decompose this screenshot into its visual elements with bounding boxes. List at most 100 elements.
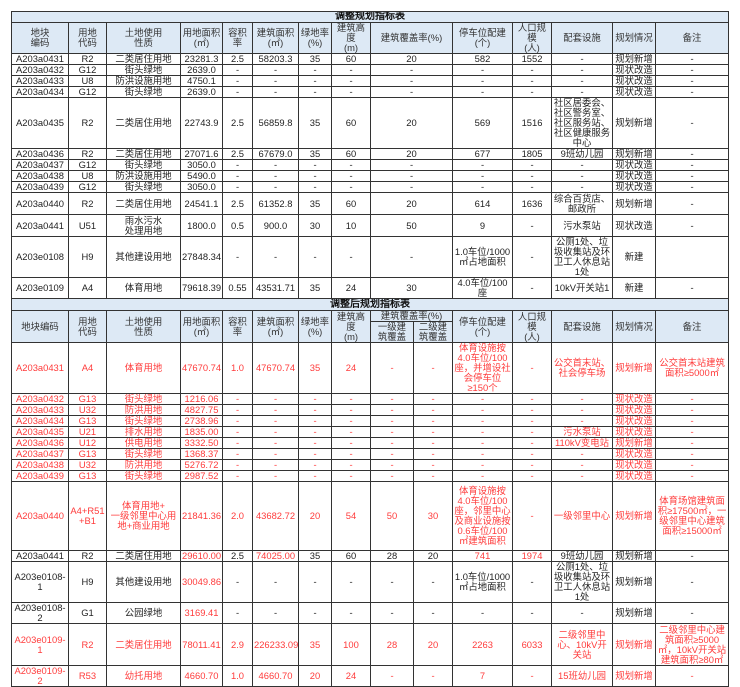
- table-cell: -: [252, 404, 299, 416]
- table-cell: -: [512, 75, 552, 87]
- table-cell: 二类居住用地: [106, 97, 181, 149]
- table-cell: -: [222, 404, 253, 416]
- table-cell: -: [512, 64, 552, 76]
- table-cell: -: [331, 170, 371, 182]
- table-cell: H9: [68, 561, 107, 603]
- table-cell: 5276.72: [180, 459, 223, 471]
- table-cell: 街头绿地: [106, 86, 181, 98]
- table-cell: -: [298, 64, 332, 76]
- table-cell: A203a0440: [11, 192, 69, 215]
- table-cell: R2: [68, 53, 107, 65]
- table-cell: -: [222, 459, 253, 471]
- table-cell: -: [331, 561, 371, 603]
- table-cell: 35: [298, 623, 332, 666]
- table-cell: -: [222, 448, 253, 460]
- table-cell: -: [370, 561, 414, 603]
- table-cell: H9: [68, 236, 107, 278]
- table-cell: -: [413, 561, 453, 603]
- table-cell: -: [551, 53, 613, 65]
- table-cell: -: [512, 170, 552, 182]
- table-row: A203a0434 G13 街头绿地 2738.96- - - - - - - - - 现状改造 -: [11, 415, 730, 427]
- table-row: A203a0441 U51 雨水污水 处理用地 1800.0 0.5 900.0 30 10 50…: [11, 214, 730, 237]
- table-cell: 60: [331, 53, 371, 65]
- table-cell: -: [331, 470, 371, 482]
- table-cell: 现状改造: [612, 404, 656, 416]
- table-cell: -: [331, 159, 371, 171]
- table-cell: -: [413, 393, 453, 405]
- table-cell: -: [512, 470, 552, 482]
- table-cell: 24: [331, 342, 371, 394]
- table-cell: -: [452, 437, 513, 449]
- table-cell: 50: [370, 481, 414, 551]
- table-cell: -: [298, 181, 332, 193]
- table-cell: A203a0433: [11, 75, 69, 87]
- table-cell: 900.0: [252, 214, 299, 237]
- table-cell: 614: [452, 192, 513, 215]
- table-cell: 22743.9: [180, 97, 223, 149]
- table-cell: -: [654, 75, 730, 87]
- table-cell: -: [452, 159, 513, 171]
- table-cell: -: [551, 86, 613, 98]
- column-header: 备注: [654, 22, 730, 54]
- table-title: 调整后规划指标表: [10, 298, 730, 311]
- column-header: 绿地率 (%): [298, 310, 332, 343]
- table-cell: 35: [298, 97, 332, 149]
- table-cell: 24: [331, 277, 371, 299]
- table-cell: -: [654, 470, 730, 482]
- planning-index-table: 调整规划指标表 地块 编码 用地 代码 土地使用 性质 用地面积 (㎡) 容积率 建筑面积 (㎡) 绿地…: [10, 11, 730, 687]
- table-cell: -: [222, 64, 253, 76]
- table-cell: 20: [370, 97, 453, 149]
- table-cell: -: [222, 470, 253, 482]
- table-cell: 1974: [512, 550, 552, 562]
- table-cell: -: [222, 561, 253, 603]
- table-cell: G13: [68, 448, 107, 460]
- table-cell: 9班幼儿园: [551, 148, 613, 160]
- table-cell: R2: [68, 623, 107, 666]
- table-cell: G13: [68, 415, 107, 427]
- table-cell: -: [252, 426, 299, 438]
- table-cell: -: [370, 393, 414, 405]
- table-cell: A203a0431: [11, 342, 69, 394]
- table-cell: -: [512, 459, 552, 471]
- table-cell: -: [222, 159, 253, 171]
- table-cell: 规划新增: [612, 481, 656, 551]
- table-cell: 规划新增: [612, 623, 656, 666]
- table-cell: A203a0439: [11, 181, 69, 193]
- table-cell: A203a0432: [11, 393, 69, 405]
- table-cell: U12: [68, 437, 107, 449]
- table-cell: -: [298, 561, 332, 603]
- column-header: 配套设施: [551, 310, 613, 343]
- table-cell: -: [512, 236, 552, 278]
- table-cell: 30: [298, 214, 332, 237]
- table-cell: A203a0439: [11, 470, 69, 482]
- table-cell: 二类居住用地: [106, 192, 181, 215]
- column-header: 建筑高度 (m): [331, 22, 371, 54]
- table-cell: -: [452, 470, 513, 482]
- table-cell: -: [551, 404, 613, 416]
- table-row: A203a0436 U12 供电用地 3332.50- - - - - - - -110kV变电站规…: [11, 437, 730, 449]
- table-cell: 现状改造: [612, 393, 656, 405]
- table-cell: -: [551, 415, 613, 427]
- table-cell: A203a0440: [11, 481, 69, 551]
- table-cell: 15班幼儿园: [551, 665, 613, 687]
- table-cell: -: [654, 561, 730, 603]
- table-cell: -: [252, 393, 299, 405]
- table-cell: G12: [68, 181, 107, 193]
- table-row: A203a0431 A4 体育用地 47670.74 1.0 47670.74 35 24- -…: [11, 342, 730, 394]
- table-cell: 30: [413, 481, 453, 551]
- table-cell: 体育设施按4.0车位/100座，邻里中心及商业设施按0.6车位/100㎡建筑面积: [452, 481, 513, 551]
- table-cell: 1552: [512, 53, 552, 65]
- table-cell: 3332.50: [180, 437, 223, 449]
- table-cell: 58203.3: [252, 53, 299, 65]
- table-cell: 公厕1处、垃圾收集站及环卫工人休息站1处: [551, 236, 613, 278]
- table-cell: 50: [370, 214, 453, 237]
- table-cell: -: [654, 437, 730, 449]
- table-cell: -: [298, 75, 332, 87]
- table-cell: -: [512, 426, 552, 438]
- table-cell: 二类居住用地: [106, 53, 181, 65]
- table-cell: -: [654, 393, 730, 405]
- table-cell: 60: [331, 148, 371, 160]
- table-cell: 二级邻里中心建筑面积≥5000㎡，10kV开关站建筑面积≥80㎡: [654, 623, 730, 666]
- column-header: 用地面积 (㎡): [180, 22, 223, 54]
- table-cell: -: [452, 404, 513, 416]
